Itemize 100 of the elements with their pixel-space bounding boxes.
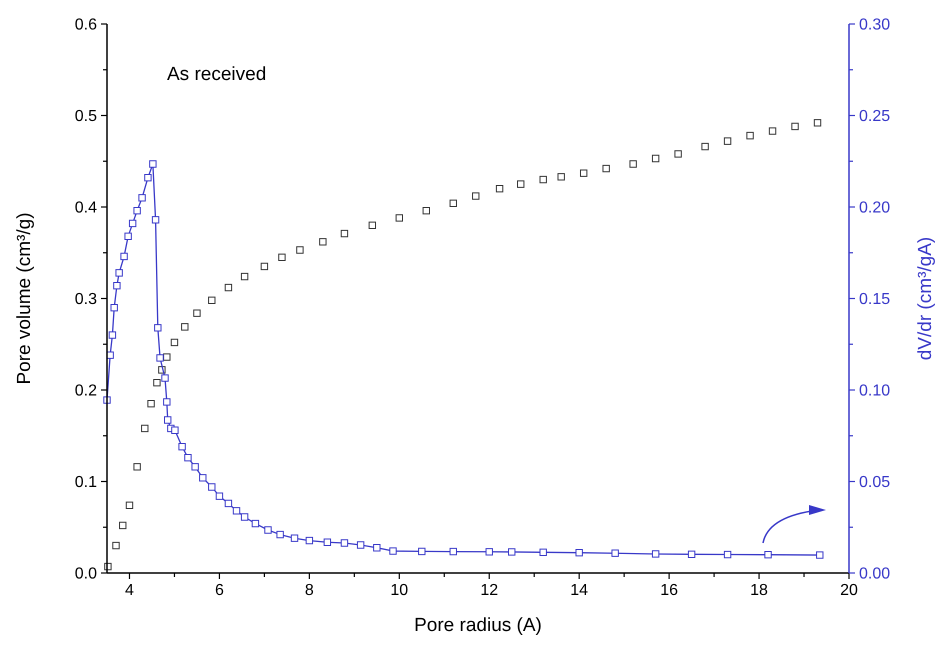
x-tick-label: 18	[750, 582, 768, 599]
point	[701, 142, 709, 150]
point	[791, 122, 799, 130]
point	[580, 169, 588, 177]
y2-tick-label: 0.15	[859, 291, 890, 308]
y-tick-label: 0.2	[74, 382, 98, 400]
x-tick-label: 16	[660, 582, 678, 599]
point	[306, 536, 314, 544]
point	[133, 463, 141, 471]
point	[575, 548, 583, 556]
point	[240, 272, 248, 280]
point	[278, 254, 286, 262]
point	[152, 216, 160, 224]
y-tick-label: 0.0	[74, 566, 98, 582]
point	[746, 132, 754, 140]
point	[290, 534, 298, 542]
point	[340, 230, 348, 238]
point	[373, 544, 381, 552]
point	[144, 174, 152, 182]
point	[540, 176, 547, 184]
y-tick-label: 0.1	[74, 474, 98, 491]
point	[120, 252, 128, 260]
point	[149, 160, 157, 168]
point	[224, 500, 232, 508]
point	[147, 400, 155, 408]
y2-axis-title: dV/dr (cm³/gA)	[915, 236, 936, 360]
point	[193, 309, 201, 317]
point	[724, 550, 732, 558]
point	[276, 530, 284, 538]
point	[178, 443, 186, 450]
point	[674, 150, 682, 158]
point	[163, 353, 171, 361]
point	[496, 185, 504, 192]
point	[816, 551, 824, 559]
point	[814, 119, 822, 127]
point	[652, 550, 660, 558]
point	[260, 262, 268, 270]
point	[296, 246, 304, 254]
point	[688, 550, 696, 558]
point	[126, 502, 134, 509]
point	[171, 426, 179, 434]
point	[422, 206, 430, 214]
x-tick-label: 6	[214, 582, 224, 599]
point	[356, 541, 364, 549]
point	[119, 522, 126, 530]
x-tick-label: 12	[480, 582, 498, 599]
point	[128, 220, 136, 228]
point	[124, 232, 132, 240]
point	[764, 551, 772, 558]
point	[540, 548, 547, 556]
y-tick-label: 0.5	[74, 108, 98, 125]
x-tick-label: 4	[125, 582, 134, 599]
point	[418, 548, 426, 556]
point	[191, 463, 199, 471]
point	[108, 331, 116, 339]
y-tick-label: 0.3	[74, 291, 98, 308]
point	[768, 127, 776, 135]
point	[340, 539, 348, 547]
point	[112, 542, 120, 550]
point	[264, 526, 272, 534]
y2-tick-label: 0.20	[859, 200, 890, 216]
point	[602, 164, 610, 172]
point	[611, 550, 619, 557]
point	[557, 173, 565, 181]
point	[110, 304, 118, 312]
point	[170, 338, 178, 346]
point	[517, 180, 524, 188]
point	[486, 548, 493, 556]
point	[163, 398, 171, 406]
y2-tick-label: 0.30	[859, 16, 890, 34]
y2-tick-label: 0.10	[859, 382, 890, 400]
point	[156, 354, 164, 362]
point	[368, 222, 376, 229]
point	[138, 194, 146, 202]
y-tick-label: 0.6	[74, 16, 98, 34]
point	[396, 214, 404, 222]
y2-tick-label: 0.05	[859, 474, 890, 491]
point	[115, 269, 123, 277]
point	[450, 200, 457, 208]
point	[450, 548, 457, 556]
point	[161, 374, 169, 382]
point	[252, 520, 260, 528]
point	[208, 296, 216, 304]
y2-tick-label: 0.25	[859, 108, 890, 125]
point	[324, 538, 332, 546]
point	[240, 513, 248, 521]
point	[208, 483, 216, 491]
point	[319, 238, 327, 246]
y-tick-label: 0.4	[74, 200, 98, 216]
x-tick-label: 14	[570, 582, 588, 599]
annotation: As received	[167, 64, 266, 85]
y2-tick-label: 0.00	[859, 566, 890, 582]
point	[154, 324, 162, 332]
x-tick-label: 8	[304, 582, 314, 599]
x-axis-title: Pore radius (A)	[414, 615, 542, 636]
y-axis-title: Pore volume (cm³/g)	[14, 212, 35, 385]
point	[153, 378, 161, 386]
point	[224, 284, 232, 292]
point	[199, 474, 206, 482]
point	[164, 416, 172, 424]
